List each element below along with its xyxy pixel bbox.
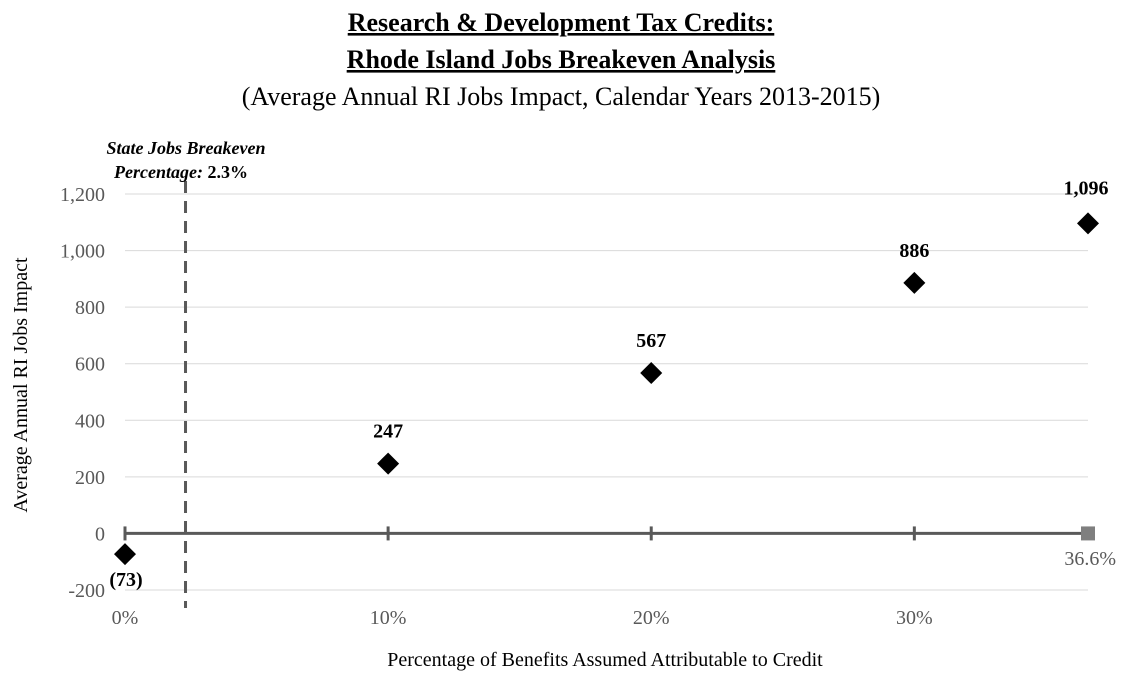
- breakeven-marker: State Jobs Breakeven Percentage: 2.3%: [107, 138, 266, 608]
- y-tick-label: 200: [75, 467, 105, 489]
- axis-end-marker: [1081, 526, 1095, 541]
- breakeven-label-line2: Percentage: 2.3%: [113, 162, 248, 182]
- axes: -200 0 200 400 600 800 1,000 1,200 0% 10% 20% 30% 36…: [60, 184, 1116, 629]
- axis-end-label: 36.6%: [1064, 548, 1116, 570]
- data-label: (73): [109, 569, 142, 591]
- gridlines: [125, 193, 1088, 591]
- y-tick-label: 1,200: [60, 184, 105, 206]
- x-tick-label: 30%: [896, 607, 933, 629]
- y-tick-label: 1,000: [60, 241, 105, 263]
- y-axis-title: Average Annual RI Jobs Impact: [10, 257, 32, 513]
- data-label: 567: [636, 330, 666, 352]
- breakeven-label-line1: State Jobs Breakeven: [107, 138, 266, 158]
- chart-title-line1: Research & Development Tax Credits:: [348, 8, 775, 37]
- x-tick-label: 20%: [633, 607, 670, 629]
- y-tick-label: 0: [95, 523, 105, 545]
- breakeven-label-value: 2.3%: [207, 162, 248, 182]
- x-tick-label: 0%: [112, 607, 139, 629]
- x-tick-label: 10%: [370, 607, 407, 629]
- y-tick-label: 400: [75, 410, 105, 432]
- data-label: 1,096: [1064, 177, 1109, 199]
- y-tick-label: 800: [75, 297, 105, 319]
- data-point: [903, 271, 926, 294]
- data-points: [114, 212, 1099, 566]
- y-tick-label: -200: [68, 580, 105, 602]
- chart-subtitle: (Average Annual RI Jobs Impact, Calendar…: [242, 82, 881, 111]
- data-point: [377, 452, 400, 475]
- data-labels: (73) 247 567 886 1,096: [109, 177, 1108, 591]
- x-axis-title: Percentage of Benefits Assumed Attributa…: [387, 649, 823, 671]
- data-point: [114, 543, 136, 566]
- y-tick-label: 600: [75, 354, 105, 376]
- chart-title-line2: Rhode Island Jobs Breakeven Analysis: [347, 45, 776, 74]
- data-label: 886: [899, 240, 929, 262]
- data-point: [1077, 212, 1099, 235]
- data-point: [640, 362, 663, 385]
- data-label: 247: [373, 421, 403, 443]
- breakeven-label-prefix: Percentage:: [113, 162, 207, 182]
